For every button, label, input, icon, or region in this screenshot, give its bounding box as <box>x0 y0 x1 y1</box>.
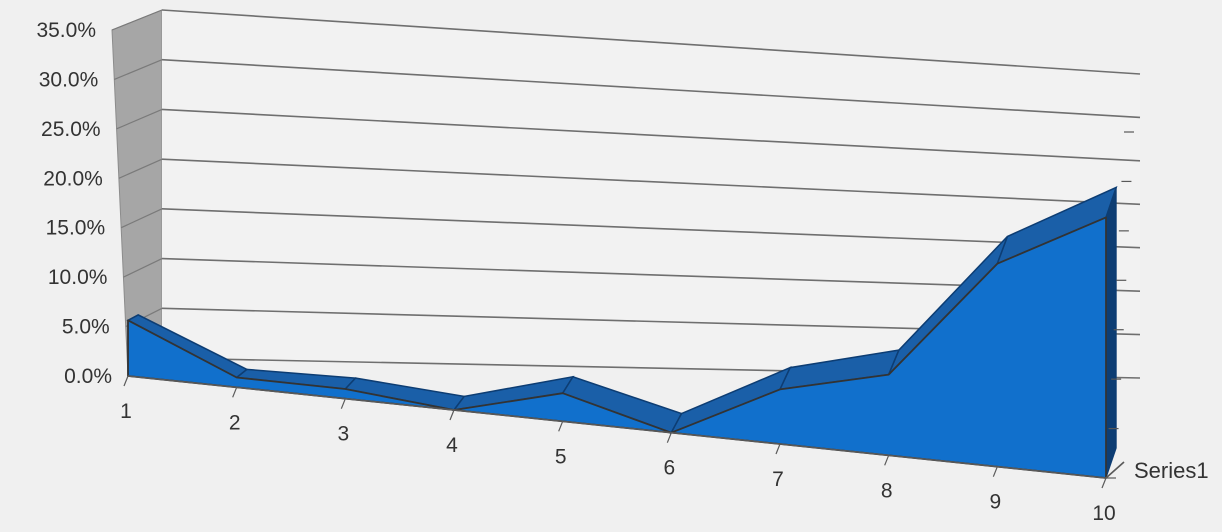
x-tick <box>666 432 672 443</box>
y-tick-label: 10.0% <box>48 266 108 289</box>
gridline-back <box>161 158 1141 206</box>
back-wall <box>162 10 1140 378</box>
x-tick <box>558 421 564 432</box>
x-tick-label: 9 <box>989 491 1001 514</box>
x-tick <box>775 443 781 455</box>
gridline-back <box>161 9 1141 75</box>
depth-axis <box>1105 461 1125 479</box>
series-label: Series1 <box>1134 458 1209 483</box>
gridline-side <box>116 108 163 130</box>
area-end-face <box>1105 187 1117 479</box>
y-tick-label: 25.0% <box>41 118 101 141</box>
x-tick-label: 4 <box>446 434 458 457</box>
gridline-side <box>111 9 163 31</box>
x-tick-label: 10 <box>1092 502 1115 525</box>
gridline-side <box>123 258 163 278</box>
x-tick-label: 7 <box>772 468 784 491</box>
gridline-back <box>161 208 1141 249</box>
x-tick <box>232 387 238 398</box>
x-tick <box>992 466 998 477</box>
gridline-back <box>161 58 1141 119</box>
x-tick-label: 5 <box>555 445 567 468</box>
x-tick-label: 1 <box>120 400 132 423</box>
x-tick-label: 2 <box>229 411 241 434</box>
x-tick <box>884 455 890 466</box>
gridline-back <box>161 108 1141 162</box>
x-tick <box>1101 477 1107 489</box>
x-tick <box>340 398 346 409</box>
y-tick-label: 20.0% <box>43 167 103 190</box>
axes <box>123 131 1134 489</box>
y-tick-label: 5.0% <box>62 316 110 339</box>
gridline-side <box>114 59 163 80</box>
x-tick <box>449 409 455 421</box>
gridline-side <box>118 158 163 179</box>
x-tick-label: 3 <box>337 423 349 446</box>
x-axis <box>127 375 1107 479</box>
y-tick-label: 30.0% <box>39 68 99 91</box>
y-tick-label: 0.0% <box>64 365 112 388</box>
axis-labels: 0.0% 5.0% 10.0% 15.0% 20.0% 25.0% 30.0% 35.0% 1 2… <box>36 19 1208 525</box>
y-tick-label: 15.0% <box>46 217 106 240</box>
gridline-side <box>120 208 163 229</box>
x-tick-label: 8 <box>881 479 893 502</box>
series-area <box>126 186 1118 479</box>
y-tick-label: 35.0% <box>36 19 96 42</box>
x-tick-label: 6 <box>663 457 675 480</box>
chart-walls <box>111 9 1140 378</box>
x-tick <box>123 375 129 387</box>
